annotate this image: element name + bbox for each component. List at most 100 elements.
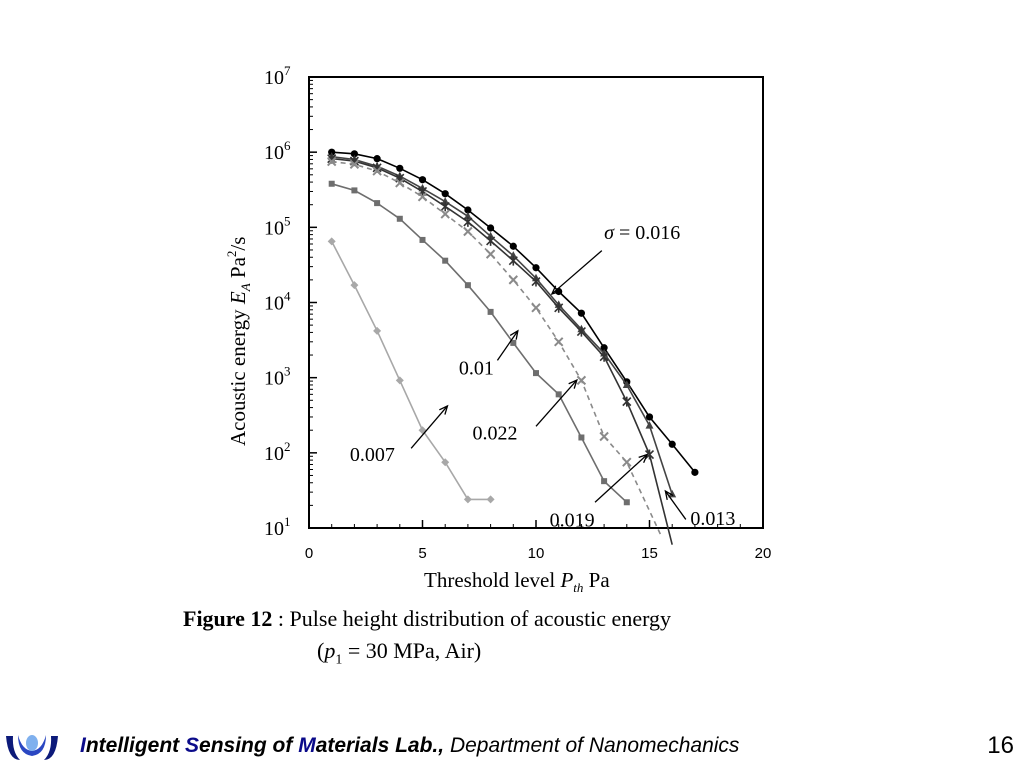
data-point (487, 224, 495, 232)
data-point (463, 495, 472, 504)
series-line (331, 160, 662, 536)
caption-conditions: = 30 MPa, Air) (342, 638, 482, 663)
data-point (350, 150, 358, 158)
x-axis-subscript: th (573, 580, 583, 595)
y-tick-base: 10 (264, 67, 284, 89)
data-point (599, 431, 609, 442)
annotation-label: 0.019 (550, 509, 595, 531)
data-point (417, 192, 428, 202)
data-point (531, 276, 541, 287)
y-tick-exponent: 1 (284, 514, 291, 529)
series-2 (327, 153, 673, 545)
series-0 (328, 148, 699, 476)
data-point (577, 309, 586, 317)
x-tick-label: 20 (755, 545, 772, 562)
data-point (508, 275, 519, 285)
annotation-arrow (535, 379, 578, 427)
data-point (373, 155, 381, 163)
data-point (509, 242, 517, 250)
annotation-label: 0.022 (472, 423, 517, 445)
lab-word-4: ab., (407, 734, 445, 757)
data-point (578, 434, 585, 441)
data-point (351, 187, 358, 194)
data-point (622, 396, 632, 407)
annotation-label: 0.01 (459, 358, 494, 380)
data-point (576, 375, 587, 386)
y-tick-exponent: 5 (284, 213, 291, 228)
data-point (599, 351, 609, 362)
lab-name: Intelligent Sensing of Materials Lab., D… (80, 734, 739, 758)
y-axis-unit-tail: /s (226, 237, 250, 251)
data-point (396, 215, 403, 222)
data-point (441, 458, 450, 467)
data-point (326, 156, 337, 167)
data-point (440, 201, 450, 212)
data-point (533, 370, 539, 377)
y-axis-title: Acoustic energy EA Pa2/s (224, 237, 253, 446)
data-point (441, 190, 449, 198)
figure-caption: Figure 12 : Pulse height distribution of… (183, 603, 671, 676)
series-line (330, 241, 491, 501)
y-tick-label: 107 (264, 63, 291, 89)
annotation-sigma: σ (604, 222, 615, 244)
data-point (350, 281, 359, 290)
lab-initial-i: I (80, 734, 86, 757)
data-point (486, 495, 495, 504)
y-tick-label: 103 (264, 364, 291, 390)
annotation-label: σ = 0.016 (604, 222, 680, 244)
y-tick-base: 10 (264, 142, 284, 164)
data-point (463, 211, 472, 220)
data-point (644, 449, 655, 460)
annotation-arrowhead (550, 285, 561, 295)
y-tick-base: 10 (264, 293, 284, 315)
x-axis-unit: Pa (583, 568, 610, 592)
data-point (419, 236, 426, 243)
y-tick-base: 10 (264, 368, 284, 390)
data-point (601, 478, 608, 485)
lab-initial-l: L (395, 734, 408, 757)
lab-word-3: aterials (315, 734, 396, 757)
annotation-arrowhead (439, 404, 449, 415)
lab-word-1: ntelligent (85, 734, 186, 757)
y-tick-label: 106 (264, 138, 291, 164)
y-tick-label: 102 (264, 439, 291, 465)
y-tick-exponent: 6 (284, 138, 291, 153)
series-3 (326, 156, 662, 536)
data-point (395, 376, 404, 385)
data-point (532, 264, 540, 272)
caption-subscript: 1 (335, 652, 343, 668)
y-tick-base: 10 (264, 518, 284, 540)
caption-paren-open: ( (317, 638, 325, 663)
y-tick-base: 10 (264, 443, 284, 465)
caption-symbol: p (324, 638, 336, 663)
annotation-arrow (410, 405, 448, 449)
annotation-arrow (496, 330, 519, 361)
x-axis-title-text: Threshold level (424, 568, 560, 592)
data-point (554, 302, 564, 313)
x-axis-symbol: P (559, 568, 573, 592)
series-line (331, 183, 628, 503)
data-point (622, 457, 632, 467)
series-line (331, 155, 673, 495)
lab-logo-icon (6, 735, 58, 760)
annotation-arrowhead (568, 378, 578, 389)
y-axis-unit: Pa (226, 256, 250, 283)
data-point (531, 303, 541, 313)
annotation-value: = 0.016 (614, 222, 680, 244)
data-point (373, 326, 382, 335)
y-tick-exponent: 2 (284, 439, 291, 454)
data-point (395, 178, 405, 188)
data-point (463, 216, 473, 227)
slide-footer: Intelligent Sensing of Materials Lab., D… (0, 722, 1024, 768)
annotation-arrowhead (664, 489, 674, 501)
data-point (510, 339, 517, 346)
annotation-arrowhead (638, 453, 649, 464)
data-point (622, 380, 631, 388)
annotation-label: 0.013 (690, 508, 735, 530)
x-tick-label: 15 (641, 545, 658, 562)
lab-initial-m: M (298, 734, 316, 757)
data-point (486, 235, 496, 246)
data-point (396, 164, 404, 172)
data-point (668, 440, 676, 448)
